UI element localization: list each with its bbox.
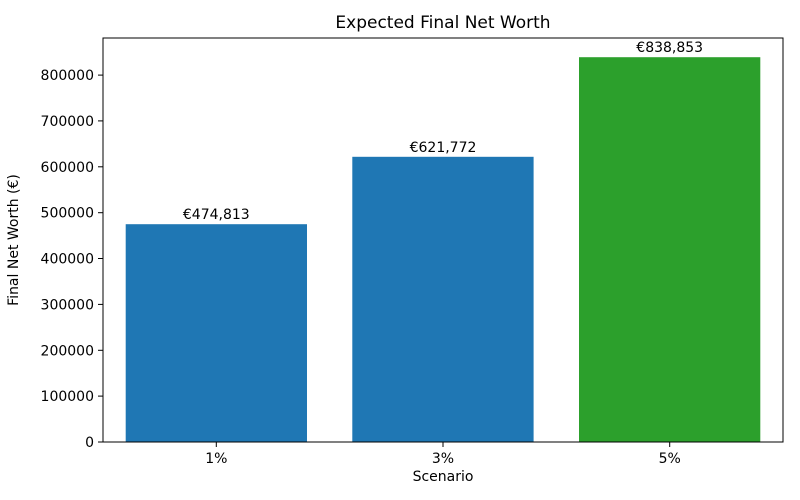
y-tick-label: 600000: [41, 160, 94, 176]
bar-value-label: €838,853: [636, 40, 703, 56]
bar-value-label: €621,772: [410, 140, 477, 156]
x-tick-label: 1%: [205, 451, 227, 467]
y-tick-label: 400000: [41, 252, 94, 268]
bar-5%: [579, 57, 761, 442]
y-tick-label: 300000: [41, 297, 94, 313]
y-tick-label: 700000: [41, 114, 94, 130]
x-axis-label: Scenario: [413, 469, 474, 485]
y-tick-label: 500000: [41, 206, 94, 222]
plot-area: €474,813 1% €621,772 3% €838,853 5% 0 100000 200…: [41, 37, 784, 467]
x-tick-label: 3%: [432, 451, 454, 467]
x-tick-label: 5%: [659, 451, 681, 467]
y-tick-label: 800000: [41, 68, 94, 84]
y-axis-label: Final Net Worth (€): [6, 174, 22, 306]
bar-3%: [352, 156, 534, 443]
bar-value-label: €474,813: [183, 207, 250, 223]
y-tick-label: 0: [85, 435, 94, 451]
y-tick-label: 200000: [41, 343, 94, 359]
y-tick-label: 100000: [41, 389, 94, 405]
chart-title: Expected Final Net Worth: [335, 13, 550, 33]
plot-border: [102, 37, 784, 443]
bar-1%: [125, 224, 307, 442]
